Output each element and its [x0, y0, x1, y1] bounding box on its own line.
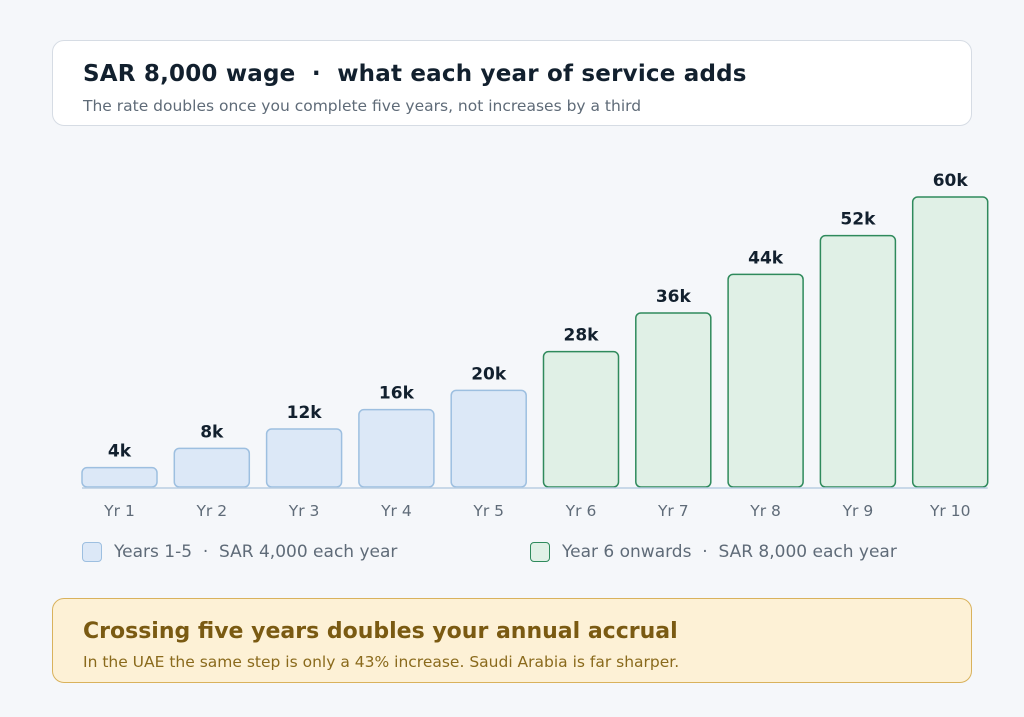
header-card: SAR 8,000 wage · what each year of servi… [52, 40, 972, 126]
callout-title: Crossing five years doubles your annual … [83, 619, 678, 644]
bar-8 [727, 273, 804, 488]
data-label-2: 8k [200, 422, 224, 442]
bar-3 [265, 428, 343, 488]
data-label-3: 12k [287, 403, 323, 423]
data-label-9: 52k [840, 210, 876, 230]
x-tick-label-6: Yr 6 [565, 502, 597, 520]
x-tick-label-1: Yr 1 [103, 502, 135, 520]
bar-5 [450, 389, 527, 488]
data-label-4: 16k [379, 384, 415, 404]
data-label-8: 44k [748, 248, 784, 268]
data-label-6: 28k [564, 326, 600, 346]
legend-item-years-1-5: Years 1-5 · SAR 4,000 each year [82, 540, 397, 564]
legend-swatch-green [530, 542, 550, 562]
x-tick-label-3: Yr 3 [288, 502, 320, 520]
bar-7 [635, 312, 712, 488]
callout-box: Crossing five years doubles your annual … [52, 598, 972, 683]
data-label-5: 20k [471, 364, 507, 384]
legend-swatch-blue [82, 542, 102, 562]
data-label-10: 60k [933, 171, 969, 191]
x-tick-label-2: Yr 2 [195, 502, 227, 520]
bar-6 [542, 350, 620, 488]
x-tick-label-8: Yr 8 [749, 502, 781, 520]
bar-4 [358, 408, 435, 488]
bar-1 [81, 466, 158, 488]
bar-9 [819, 234, 897, 488]
data-label-1: 4k [108, 442, 132, 462]
legend-label-year-6-onwards: Year 6 onwards · SAR 8,000 each year [562, 542, 897, 562]
chart-title: SAR 8,000 wage · what each year of servi… [83, 61, 747, 87]
legend-label-years-1-5: Years 1-5 · SAR 4,000 each year [114, 542, 398, 562]
bar-2 [173, 447, 251, 488]
data-label-7: 36k [656, 287, 692, 307]
x-tick-label-7: Yr 7 [657, 502, 689, 520]
callout-text: In the UAE the same step is only a 43% i… [83, 653, 680, 671]
legend-item-year-6-onwards: Year 6 onwards · SAR 8,000 each year [530, 540, 897, 564]
x-tick-label-9: Yr 9 [842, 502, 874, 520]
bar-10 [911, 196, 989, 488]
x-tick-label-5: Yr 5 [472, 502, 504, 520]
x-tick-label-4: Yr 4 [380, 502, 412, 520]
chart-subtitle: The rate doubles once you complete five … [83, 97, 642, 115]
x-tick-label-10: Yr 10 [929, 502, 971, 520]
